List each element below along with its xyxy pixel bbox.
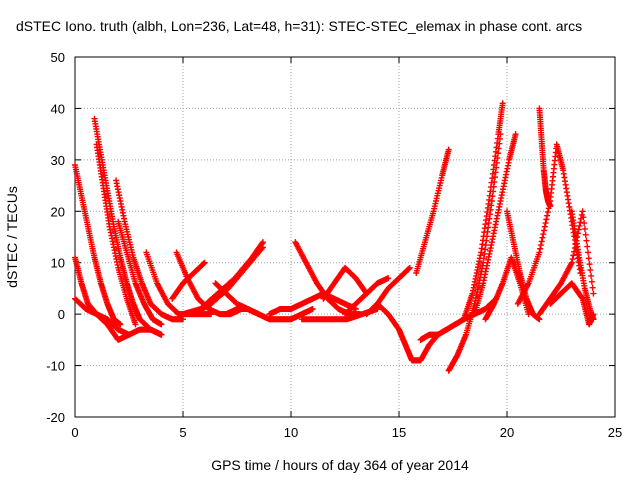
grid-lines bbox=[75, 57, 615, 417]
y-tick-label: 50 bbox=[51, 50, 65, 65]
data-point bbox=[385, 275, 392, 282]
data-point bbox=[545, 205, 552, 212]
data-point bbox=[132, 321, 139, 328]
data-point bbox=[590, 316, 597, 323]
data-point bbox=[158, 331, 165, 338]
data-point bbox=[537, 245, 544, 252]
data-point bbox=[406, 265, 413, 272]
data-point bbox=[259, 239, 266, 246]
data-point bbox=[590, 290, 597, 297]
chart-title: dSTEC Iono. truth (albh, Lon=236, Lat=48… bbox=[16, 18, 583, 34]
x-axis-label: GPS time / hours of day 364 of year 2014 bbox=[211, 457, 469, 473]
series-arc-20 bbox=[342, 275, 392, 318]
series-arc-25 bbox=[445, 131, 504, 374]
data-point bbox=[117, 321, 124, 328]
data-point bbox=[583, 237, 590, 244]
series-arc-13 bbox=[190, 244, 266, 318]
data-point bbox=[309, 306, 316, 312]
data-point bbox=[571, 248, 578, 255]
data-point bbox=[584, 243, 591, 250]
series-arc-21 bbox=[363, 264, 413, 318]
data-point bbox=[588, 272, 595, 279]
data-point bbox=[586, 261, 593, 268]
data-point bbox=[546, 201, 553, 208]
data-point bbox=[575, 226, 582, 233]
series-arc-22 bbox=[374, 300, 441, 364]
data-point bbox=[537, 242, 544, 249]
axis-ticks: 0 5 10 15 20 25 -20 -10 0 10 20 30 40 50 bbox=[46, 50, 622, 440]
data-point bbox=[589, 284, 596, 291]
data-point bbox=[406, 264, 413, 271]
data-point bbox=[542, 220, 549, 227]
y-tick-label: 40 bbox=[51, 101, 65, 116]
y-tick-label: 30 bbox=[51, 153, 65, 168]
y-axis-label: dSTEC / TECUs bbox=[4, 186, 20, 288]
data-point bbox=[201, 259, 208, 266]
data-point bbox=[512, 131, 519, 138]
data-point bbox=[588, 278, 595, 285]
data-point bbox=[536, 316, 543, 323]
series-arc-34 bbox=[568, 208, 597, 323]
y-tick-label: -10 bbox=[46, 359, 65, 374]
data-point bbox=[544, 212, 551, 219]
y-tick-label: 0 bbox=[58, 307, 65, 322]
data-point bbox=[585, 249, 591, 256]
data-point bbox=[539, 234, 546, 241]
data-point bbox=[540, 231, 547, 238]
data-point bbox=[158, 321, 165, 328]
series-arc-1 bbox=[72, 162, 124, 328]
data-point bbox=[499, 100, 506, 107]
y-tick-label: 10 bbox=[51, 256, 65, 271]
series-arc-23 bbox=[413, 146, 452, 276]
data-point bbox=[568, 259, 575, 266]
series-arc-7 bbox=[115, 218, 165, 328]
series-arc-12 bbox=[180, 239, 266, 318]
data-point bbox=[578, 294, 585, 301]
x-tick-label: 5 bbox=[179, 425, 186, 440]
series-arc-15 bbox=[223, 306, 316, 323]
data-point bbox=[569, 256, 576, 263]
data-point bbox=[445, 146, 452, 153]
data-point bbox=[180, 316, 186, 323]
data-point bbox=[259, 244, 266, 251]
series-arc-5 bbox=[93, 141, 139, 328]
data-point bbox=[577, 219, 584, 226]
x-tick-label: 10 bbox=[284, 425, 298, 440]
data-point bbox=[582, 231, 589, 238]
data-point bbox=[541, 227, 548, 234]
series-arc-26 bbox=[460, 100, 506, 323]
data-point bbox=[579, 208, 586, 215]
data-point bbox=[541, 223, 548, 230]
data-point bbox=[581, 225, 588, 232]
data-point bbox=[259, 240, 266, 247]
data-point bbox=[538, 238, 545, 245]
data-points bbox=[72, 100, 597, 374]
x-tick-label: 25 bbox=[608, 425, 622, 440]
y-tick-label: 20 bbox=[51, 204, 65, 219]
data-point bbox=[536, 249, 543, 256]
data-point bbox=[570, 252, 577, 259]
x-tick-label: 15 bbox=[392, 425, 406, 440]
data-point bbox=[581, 220, 588, 227]
data-point bbox=[580, 214, 587, 221]
series-arc-9 bbox=[93, 311, 165, 343]
series-arc-27 bbox=[471, 131, 519, 318]
plot-frame bbox=[74, 56, 616, 418]
series-arc-6 bbox=[113, 177, 186, 323]
y-tick-label: -20 bbox=[46, 410, 65, 425]
data-point bbox=[587, 267, 594, 274]
data-point bbox=[544, 209, 551, 216]
data-point bbox=[200, 260, 207, 267]
data-point bbox=[576, 222, 583, 229]
x-tick-label: 20 bbox=[500, 425, 514, 440]
series-arc-29 bbox=[504, 208, 543, 323]
series-arc-11 bbox=[169, 259, 208, 302]
x-tick-label: 0 bbox=[71, 425, 78, 440]
data-point bbox=[585, 255, 592, 262]
data-point bbox=[543, 216, 550, 223]
